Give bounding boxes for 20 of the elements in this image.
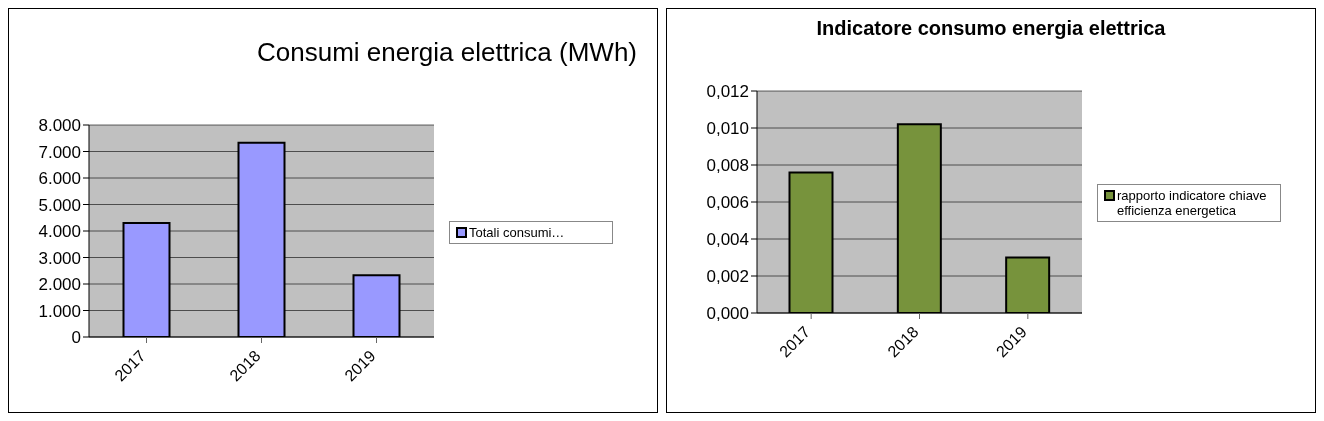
y-tick-label: 0,010 bbox=[706, 119, 749, 139]
y-tick-label: 0,000 bbox=[706, 304, 749, 324]
y-tick-label: 4.000 bbox=[38, 222, 81, 242]
chart-title: Indicatore consumo energia elettrica bbox=[815, 16, 1167, 41]
y-tick-label: 0,006 bbox=[706, 193, 749, 213]
legend-label: Totali consumi… bbox=[469, 224, 565, 240]
y-tick-label: 2.000 bbox=[38, 275, 81, 295]
y-tick-label: 7.000 bbox=[38, 142, 81, 162]
y-tick-label: 0,012 bbox=[706, 82, 749, 102]
y-tick-label: 6.000 bbox=[38, 169, 81, 189]
y-tick-label: 0,008 bbox=[706, 156, 749, 176]
y-tick-label: 3.000 bbox=[38, 248, 81, 268]
legend-label: rapporto indicatore chiave efficienza energetica bbox=[1117, 188, 1268, 218]
y-tick-label: 1.000 bbox=[38, 301, 81, 321]
y-tick-label: 5.000 bbox=[38, 195, 81, 215]
y-tick-label: 0,004 bbox=[706, 230, 749, 250]
y-tick-label: 0,002 bbox=[706, 267, 749, 287]
y-tick-label: 0 bbox=[71, 328, 81, 348]
y-tick-label: 8.000 bbox=[38, 116, 81, 136]
chart-title: Consumi energia elettrica (MWh) bbox=[256, 36, 638, 69]
